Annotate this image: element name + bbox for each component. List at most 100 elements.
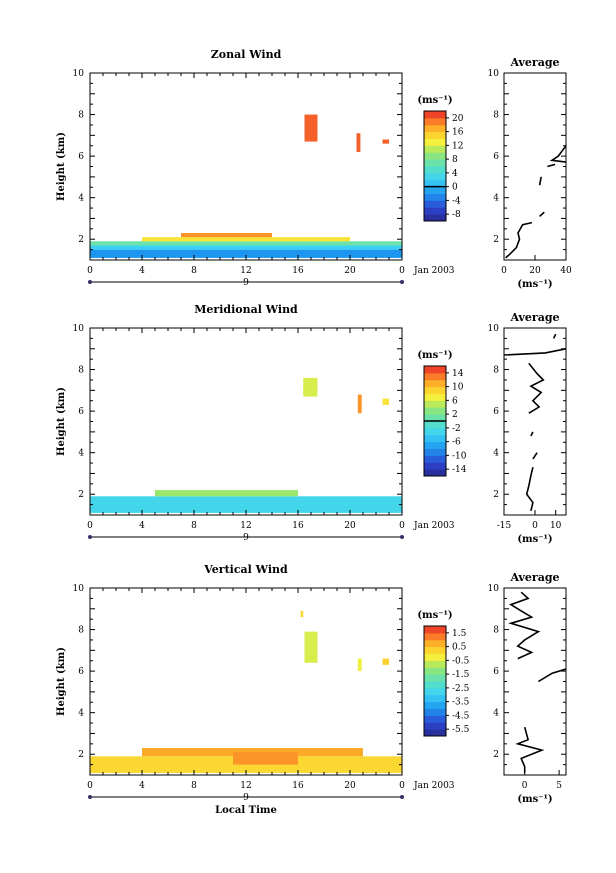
date-line-start-marker xyxy=(88,795,92,799)
colorbar-tick-label: -2.5 xyxy=(452,684,470,694)
average-x-tick-label: 0 xyxy=(501,266,507,276)
average-profile-line xyxy=(537,668,566,683)
date-month-label: Jan 2003 xyxy=(413,266,455,276)
colorbar-swatch xyxy=(424,434,446,443)
average-profile-line xyxy=(505,221,533,259)
y-tick-label: 8 xyxy=(78,111,84,121)
heatmap-cell xyxy=(90,249,402,258)
colorbar-swatch xyxy=(424,200,446,208)
date-line-start-marker xyxy=(88,535,92,539)
average-x-tick-label: 10 xyxy=(550,521,562,531)
colorbar-swatch xyxy=(424,400,446,408)
colorbar-swatch xyxy=(424,708,446,716)
average-profile-line xyxy=(549,144,566,163)
colorbar-unit: (ms⁻¹) xyxy=(417,95,452,106)
colorbar-swatch xyxy=(424,159,446,167)
colorbar-tick-label: 1.5 xyxy=(452,629,467,639)
average-y-tick-label: 6 xyxy=(493,407,499,417)
y-axis-label: Height (km) xyxy=(56,132,67,201)
panel-title: Vertical Wind xyxy=(203,563,288,576)
colorbar-swatch xyxy=(424,111,446,119)
colorbar-swatch xyxy=(424,372,446,381)
heatmap-cell xyxy=(90,496,402,513)
colorbar-tick-label: -1.5 xyxy=(452,670,470,680)
average-profile-line xyxy=(508,591,541,660)
x-axis-label: Local Time xyxy=(215,805,277,816)
y-tick-label: 8 xyxy=(78,366,84,376)
colorbar-unit: (ms⁻¹) xyxy=(417,610,452,621)
colorbar-swatch xyxy=(424,632,446,641)
x-tick-label: 8 xyxy=(191,781,197,791)
colorbar-tick-label: 14 xyxy=(452,369,464,379)
heatmap-cell xyxy=(142,747,363,757)
colorbar-swatch xyxy=(424,214,446,222)
colorbar-swatch xyxy=(424,681,446,689)
colorbar-tick-label: 8 xyxy=(452,155,458,165)
y-tick-label: 6 xyxy=(78,407,84,417)
heatmap-cell xyxy=(142,237,350,242)
colorbar-swatch xyxy=(424,427,446,436)
heatmap-cell xyxy=(382,398,389,405)
colorbar-swatch xyxy=(424,653,446,661)
colorbar-swatch xyxy=(424,694,446,703)
colorbar-tick-label: 4 xyxy=(452,169,458,179)
plot-frame xyxy=(89,327,403,516)
average-y-tick-label: 10 xyxy=(488,69,500,79)
colorbar-tick-label: 12 xyxy=(452,141,463,151)
y-tick-label: 2 xyxy=(78,750,84,760)
colorbar-swatch xyxy=(424,687,446,696)
colorbar-swatch xyxy=(424,138,446,146)
x-tick-label: 0 xyxy=(87,521,93,531)
date-month-label: Jan 2003 xyxy=(413,781,455,791)
colorbar-swatch xyxy=(424,145,446,153)
average-y-tick-label: 4 xyxy=(493,194,499,204)
heatmap-cell xyxy=(356,133,361,152)
x-tick-label: 20 xyxy=(344,266,356,276)
colorbar-swatch xyxy=(424,393,446,401)
colorbar-tick-label: -0.5 xyxy=(452,656,470,666)
date-day-label: 9 xyxy=(243,793,249,803)
heatmap-cell xyxy=(382,139,389,144)
average-profile-line xyxy=(515,726,545,773)
average-panel: Average 2 4 6 8 10 0 20 40 (ms⁻¹) xyxy=(488,56,572,290)
x-tick-label: 16 xyxy=(292,266,304,276)
colorbar-swatch xyxy=(424,639,446,648)
colorbar-swatch xyxy=(424,193,446,201)
plot-frame xyxy=(89,587,403,776)
colorbar-swatch xyxy=(424,626,446,634)
colorbar-tick-label: 16 xyxy=(452,128,464,138)
heatmap-cell xyxy=(304,631,318,663)
x-tick-label: 12 xyxy=(240,266,251,276)
colorbar-swatch xyxy=(424,179,446,188)
average-y-tick-label: 4 xyxy=(493,709,499,719)
y-tick-label: 10 xyxy=(73,584,85,594)
heatmap-cell xyxy=(90,245,402,250)
average-y-tick-label: 2 xyxy=(493,490,499,500)
y-tick-label: 2 xyxy=(78,235,84,245)
heatmap-cell xyxy=(233,752,298,765)
x-tick-label: 0 xyxy=(399,781,405,791)
average-profile-line xyxy=(504,348,566,356)
y-tick-label: 6 xyxy=(78,152,84,162)
x-tick-label: 20 xyxy=(344,781,356,791)
average-title: Average xyxy=(509,56,559,69)
x-tick-label: 12 xyxy=(240,521,251,531)
colorbar-swatch xyxy=(424,455,446,463)
heatmap-cell xyxy=(304,114,318,142)
colorbar-swatch xyxy=(424,152,446,160)
average-y-tick-label: 8 xyxy=(493,626,499,636)
average-title: Average xyxy=(509,571,559,584)
average-profile-line xyxy=(528,362,545,414)
colorbar-swatch xyxy=(424,448,446,456)
colorbar-swatch xyxy=(424,441,446,449)
colorbar-tick-label: 0 xyxy=(452,183,458,193)
colorbar-swatch xyxy=(424,131,446,139)
average-profile-line xyxy=(532,452,538,460)
average-y-tick-label: 2 xyxy=(493,235,499,245)
average-frame xyxy=(503,587,567,776)
x-tick-label: 8 xyxy=(191,266,197,276)
colorbar-swatch xyxy=(424,124,446,133)
x-tick-label: 0 xyxy=(399,266,405,276)
